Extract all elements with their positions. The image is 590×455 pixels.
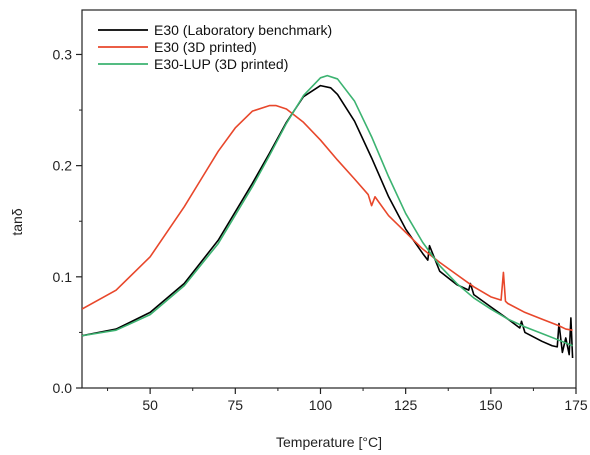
y-tick-label-0.2: 0.2 <box>53 158 73 174</box>
x-tick-label-125: 125 <box>394 397 418 413</box>
plot-area <box>81 9 577 389</box>
plot-frame <box>81 9 577 389</box>
legend-label-1: E30 (Laboratory benchmark) <box>154 22 332 38</box>
series-line-1 <box>82 84 574 359</box>
legend: E30 (Laboratory benchmark)E30 (3D printe… <box>98 22 332 72</box>
axes-layer: 50 75 100 125 150 175 0.0 0.1 0.2 0.3 <box>53 46 588 413</box>
series-layer <box>82 74 574 359</box>
legend-label-3: E30-LUP (3D printed) <box>154 56 288 72</box>
y-tick-label-0.3: 0.3 <box>53 46 73 62</box>
y-axis-label: tanδ <box>9 208 25 235</box>
series-line-3 <box>82 74 573 347</box>
y-tick-label-0: 0.0 <box>53 380 73 396</box>
x-tick-label-150: 150 <box>479 397 503 413</box>
x-tick-label-75: 75 <box>228 397 244 413</box>
x-axis-label: Temperature [°C] <box>276 434 382 450</box>
x-tick-label-50: 50 <box>142 397 158 413</box>
y-tick-label-0.1: 0.1 <box>53 269 73 285</box>
legend-label-2: E30 (3D printed) <box>154 39 257 55</box>
x-tick-label-175: 175 <box>564 397 588 413</box>
series-line-2 <box>82 104 573 331</box>
x-tick-label-100: 100 <box>309 397 333 413</box>
